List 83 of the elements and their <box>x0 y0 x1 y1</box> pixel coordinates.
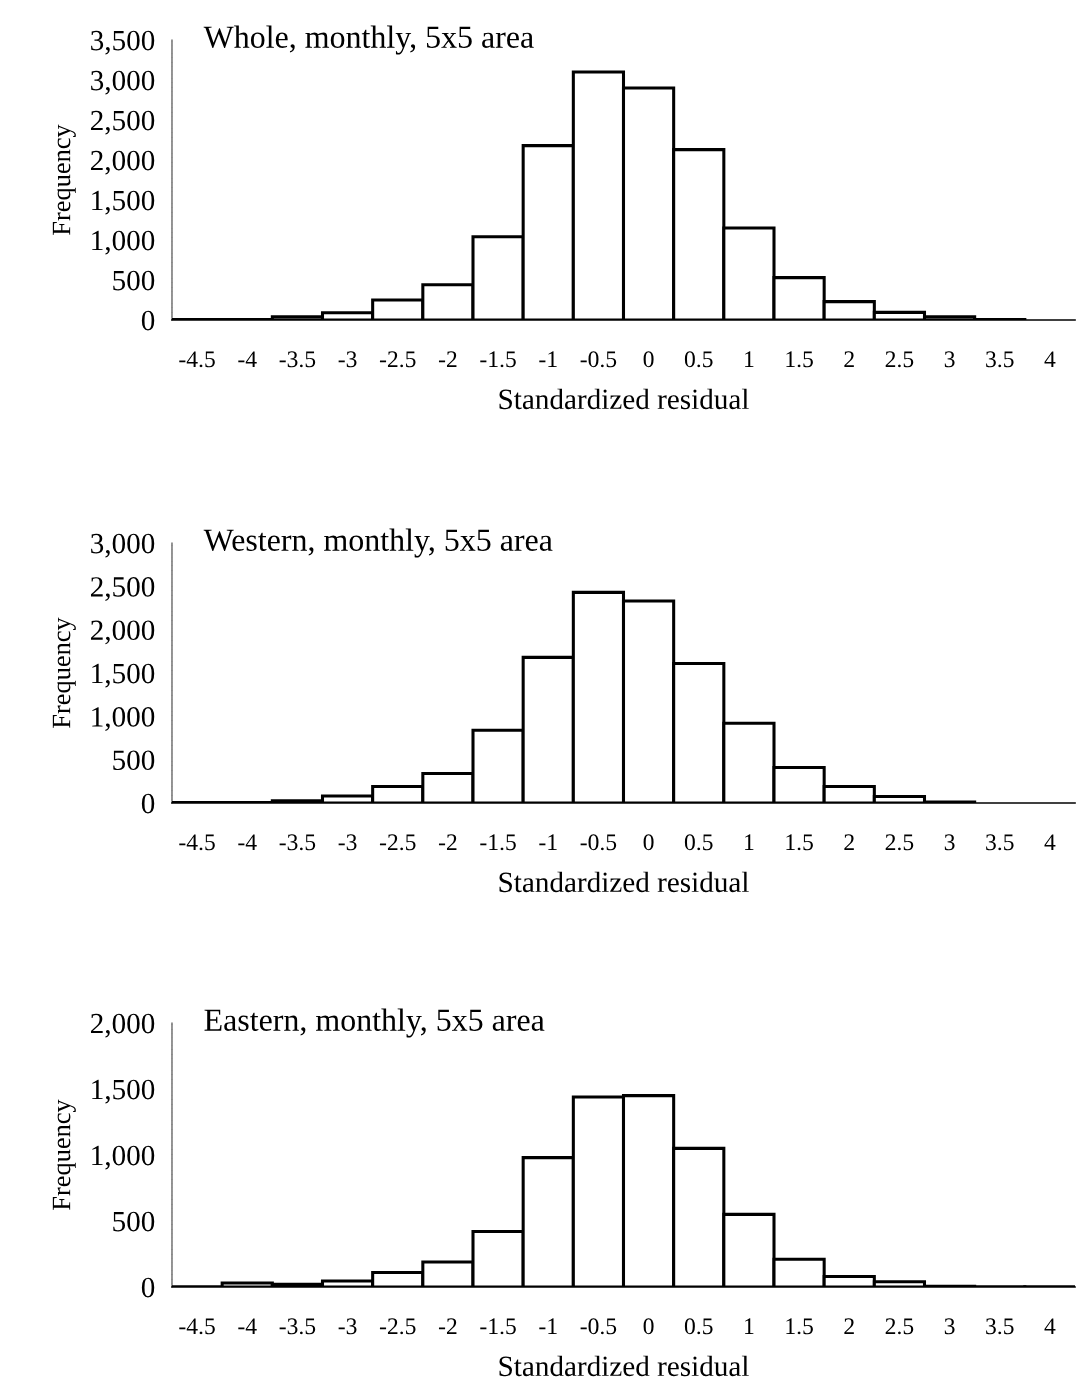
x-tick-label: -3 <box>338 834 357 851</box>
x-tick-label: 3 <box>944 834 955 851</box>
x-tick-label: -4 <box>238 1318 257 1334</box>
x-tick-label: -0.5 <box>580 1318 617 1335</box>
x-tick-label: -3.5 <box>279 351 316 368</box>
y-tick-label: 2,500 <box>90 577 155 601</box>
y-tick-label: 3,000 <box>91 70 155 95</box>
x-tick-label: 2 <box>844 351 854 367</box>
x-tick-label: 4 <box>1044 1318 1056 1334</box>
x-tick-label: -2 <box>438 351 457 367</box>
x-axis-title: Standardized residual <box>499 1355 749 1377</box>
y-tick-label: 2,500 <box>90 110 155 135</box>
x-tick-label: 2 <box>844 1318 854 1334</box>
x-tick-label: 0 <box>643 834 654 851</box>
x-tick-label: -1.5 <box>480 1318 516 1335</box>
x-tick-label: -2.5 <box>379 351 416 368</box>
y-tick-label: 500 <box>113 750 155 771</box>
x-tick-label: 1.5 <box>786 1318 813 1335</box>
x-tick-label: 1 <box>745 834 754 850</box>
y-tick-label: 0 <box>141 310 155 331</box>
x-tick-label: -1.5 <box>480 351 516 368</box>
x-tick-label: -1.5 <box>480 834 516 851</box>
x-tick-label: 1.5 <box>786 351 813 368</box>
y-axis-title: Frequency <box>52 124 76 235</box>
x-tick-label: 4 <box>1044 834 1056 850</box>
y-tick-label: 1,500 <box>92 663 155 688</box>
x-tick-label: -4 <box>238 351 257 367</box>
y-tick-label: 1,000 <box>92 707 155 731</box>
y-tick-label: 500 <box>113 270 155 291</box>
x-tick-label: -4.5 <box>179 1318 215 1335</box>
x-tick-label: 3 <box>944 351 955 368</box>
y-axis-title: Frequency <box>52 1099 76 1210</box>
y-tick-label: 1,000 <box>92 1145 155 1170</box>
x-tick-label: -1 <box>539 834 557 850</box>
x-tick-label: 3.5 <box>986 1318 1014 1335</box>
x-tick-label: -4.5 <box>179 351 215 368</box>
x-tick-label: 1 <box>745 351 754 367</box>
y-tick-label: 3,000 <box>91 533 155 558</box>
y-tick-label: 1,000 <box>92 230 155 255</box>
y-axis-title: Frequency <box>52 617 76 728</box>
x-tick-label: 4 <box>1044 351 1056 367</box>
x-tick-label: 2.5 <box>885 1318 914 1335</box>
x-tick-label: -2 <box>438 834 457 850</box>
x-tick-label: 2.5 <box>885 834 914 851</box>
x-tick-label: -3.5 <box>279 1318 316 1335</box>
y-tick-label: 3,500 <box>91 30 155 55</box>
x-tick-label: -4.5 <box>179 834 215 851</box>
x-tick-label: 2.5 <box>885 351 914 368</box>
y-tick-label: 0 <box>141 1277 155 1298</box>
x-tick-label: -2.5 <box>379 834 416 851</box>
x-tick-label: 0.5 <box>684 1318 713 1335</box>
x-tick-label: -0.5 <box>580 351 617 368</box>
x-axis-title: Standardized residual <box>499 388 749 410</box>
x-tick-label: -3.5 <box>279 834 316 851</box>
x-tick-label: -3 <box>338 1318 357 1335</box>
x-tick-label: -2.5 <box>379 1318 416 1335</box>
x-tick-label: 1 <box>745 1318 754 1334</box>
x-tick-label: -3 <box>338 351 357 368</box>
y-tick-label: 2,000 <box>90 620 155 645</box>
y-tick-label: 0 <box>141 793 155 814</box>
x-tick-label: 3 <box>944 1318 955 1335</box>
x-tick-label: 3.5 <box>986 351 1014 368</box>
x-axis-title: Standardized residual <box>499 871 749 893</box>
x-tick-label: -1 <box>539 1318 557 1334</box>
chart-title: Western, monthly, 5x5 area <box>203 528 553 558</box>
y-tick-label: 2,000 <box>90 1013 155 1038</box>
chart-title: Eastern, monthly, 5x5 area <box>204 1008 545 1038</box>
y-tick-label: 1,500 <box>92 190 155 215</box>
y-tick-label: 500 <box>113 1211 155 1232</box>
chart-title: Whole, monthly, 5x5 area <box>203 25 534 55</box>
x-tick-label: -1 <box>539 351 557 367</box>
x-tick-label: 0 <box>643 1318 654 1335</box>
x-tick-label: 3.5 <box>986 834 1014 851</box>
x-tick-label: 1.5 <box>786 834 813 851</box>
x-tick-label: 0.5 <box>684 834 713 851</box>
x-tick-label: 0 <box>643 351 654 368</box>
y-tick-label: 2,000 <box>90 150 155 175</box>
x-tick-label: 2 <box>844 834 854 850</box>
x-tick-label: -4 <box>238 834 257 850</box>
x-tick-label: -2 <box>438 1318 457 1334</box>
x-tick-label: 0.5 <box>684 351 713 368</box>
y-tick-label: 1,500 <box>92 1079 155 1104</box>
x-tick-label: -0.5 <box>580 834 617 851</box>
